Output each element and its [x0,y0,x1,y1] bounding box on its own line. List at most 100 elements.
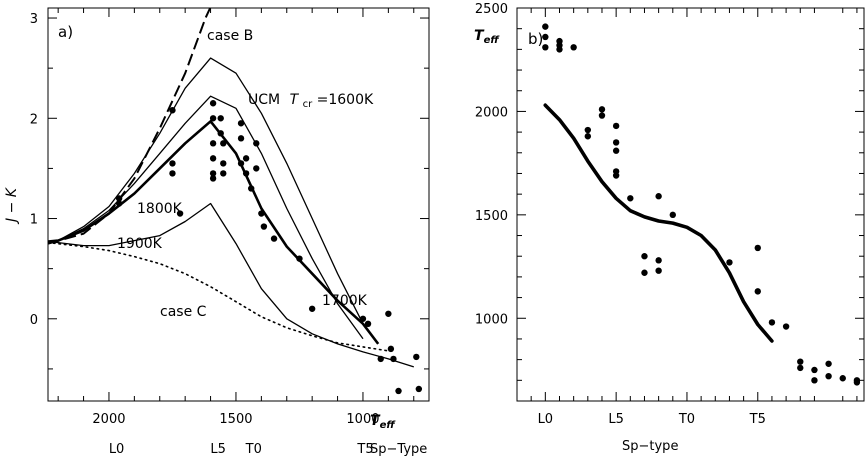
b-fit-line [543,103,774,343]
a-curve-case-b [48,8,212,245]
a-xtick-label: 2000 [92,412,125,427]
panel-b-label: b) [528,30,543,48]
a-curve-bold-1800 [48,120,380,345]
a-ytick-label: 1 [30,213,38,228]
a-data-point [220,170,227,177]
a-data-point [242,155,250,162]
a-data-point [258,210,265,217]
b-data-point [542,33,549,41]
a-data-point [217,130,224,137]
b-ytick-label: 2500 [475,2,508,17]
panel-b-points [542,23,861,386]
a-data-point [296,255,303,262]
panel-b-ylabel: Teff [474,28,500,46]
b-ylabel-t: T [474,28,485,44]
b-data-point [655,193,662,200]
b-data-point [641,269,648,276]
b-ytick-label: 1500 [475,209,508,224]
b-data-point [584,133,592,140]
a-data-point [260,223,268,230]
a-xtick-label: 1000 [346,412,379,427]
b-data-point [612,122,620,130]
a-data-point [390,355,397,363]
b-data-point [754,288,761,295]
a-data-point [359,315,367,322]
a-data-point [220,140,227,147]
b-data-point [811,366,818,374]
b-data-point [768,319,776,326]
a-data-point [237,160,245,167]
a-data-point [209,115,217,122]
panel-a-label: a) [58,23,73,41]
b-data-point [570,44,577,51]
panel-b-curves [543,103,774,343]
panel-a-annotation-case-b: case B [207,28,253,44]
b-ylabel-sub: eff [484,35,501,46]
teff-sub: eff [380,420,397,431]
panel-b-ticks: L0 L5 T0 T5 1000 1500 2000 2500 [475,2,864,427]
a-ytick-label: 0 [30,313,38,328]
b-data-point [825,372,832,380]
b-data-point [556,46,563,53]
b-data-point [542,44,549,51]
panel-a-annotation-1900k: 1900K [117,236,163,252]
panel-a-curves [48,8,414,368]
panel-a-xlabel: Teff [370,413,396,431]
a-data-point [377,355,384,363]
teff-t: T [370,413,381,429]
panel-b-frame [516,7,865,402]
b-data-point [853,377,861,384]
b-data-point [612,147,620,154]
b-xtick-label-t0: T0 [678,412,695,427]
a-data-point [364,320,372,328]
a-curve-ucm-1600 [48,57,364,325]
a-xtick-label: 1500 [219,412,252,427]
b-data-point [612,172,620,179]
b-xtick-label-l0: L0 [538,412,554,427]
a-sptype-label-l5: L5 [210,442,226,457]
b-data-point [797,358,804,365]
a-curve-case-c [48,241,390,352]
b-data-point [542,23,549,30]
panel-a-sptype-axis: L0 L5 T0 T5 [109,442,374,457]
a-data-point [115,195,123,202]
panel-a-sptype-label: Sp−Type [370,442,427,457]
a-data-point [176,210,184,217]
b-data-point [598,112,606,119]
a-data-point [169,170,176,177]
a-ytick-label: 3 [30,12,38,27]
b-ytick-label: 2000 [475,105,508,120]
b-data-point [839,375,846,382]
b-data-point [825,360,832,367]
a-data-point [115,200,123,207]
a-curve-k1900 [48,202,414,368]
a-data-point [253,140,260,147]
b-data-point [641,253,648,260]
panel-a-annotation-1700k: 1700K [322,293,368,309]
b-data-point [655,267,662,274]
b-data-point [782,323,790,330]
a-curve-thin-2 [48,95,364,340]
ucm-tcr: T [290,92,300,108]
panel-a-ticks: 2000 1500 1000 0 1 2 3 [30,8,429,427]
a-data-point [395,387,402,395]
a-data-point [220,160,227,167]
b-xtick-label-t5: T5 [749,412,766,427]
a-sptype-label-l0: L0 [109,442,125,457]
a-data-point [253,165,260,172]
b-data-point [612,139,620,146]
a-sptype-label-t5: T5 [356,442,373,457]
b-data-point [797,364,804,372]
a-data-point [237,135,245,142]
ucm-tcr-sub: cr [303,99,313,110]
b-data-point [584,126,592,134]
b-xtick-label-l5: L5 [608,412,624,427]
a-sptype-label-t0: T0 [245,442,262,457]
a-data-point [242,170,250,177]
b-data-point [627,195,634,202]
a-data-point [415,385,423,393]
b-data-point [726,259,733,266]
a-data-point [385,310,392,317]
b-data-point [655,257,662,264]
a-data-point [209,155,217,162]
